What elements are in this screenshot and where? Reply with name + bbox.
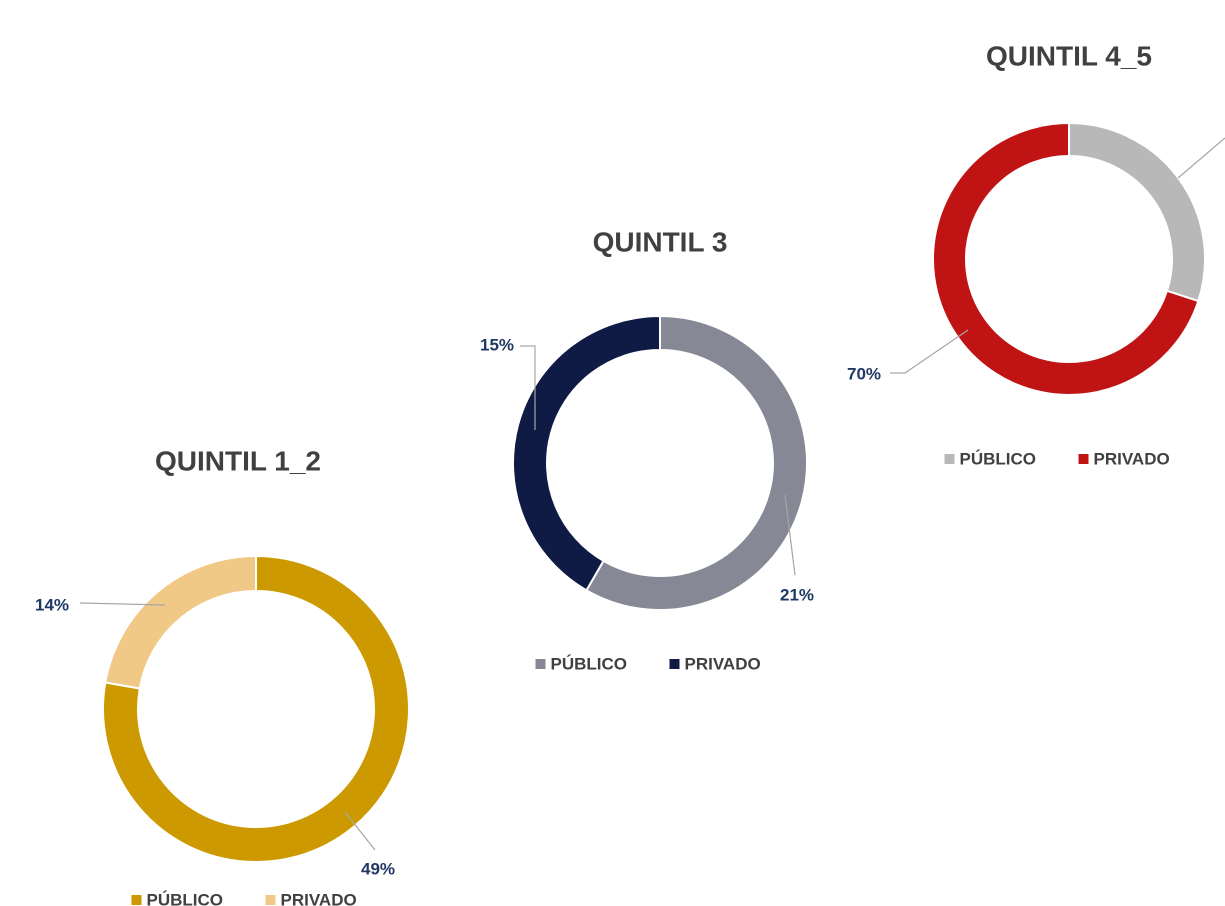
leader-line bbox=[890, 329, 969, 374]
data-label: 14% bbox=[35, 595, 69, 614]
legend-label: PRIVADO bbox=[685, 654, 761, 673]
legend-label: PÚBLICO bbox=[960, 449, 1037, 468]
data-label: 49% bbox=[361, 859, 395, 878]
legend-swatch bbox=[1078, 454, 1089, 464]
donut-slice bbox=[512, 314, 661, 592]
legend-swatch bbox=[669, 659, 680, 669]
donut-slice bbox=[932, 121, 1200, 396]
data-label: 15% bbox=[480, 335, 514, 354]
data-label: 21% bbox=[780, 585, 814, 604]
legend-swatch bbox=[944, 454, 955, 464]
legend-swatch bbox=[535, 659, 546, 669]
data-label: 70% bbox=[847, 364, 881, 383]
chart-title: QUINTIL 4_5 bbox=[986, 40, 1152, 71]
legend-label: PRIVADO bbox=[1094, 449, 1170, 468]
chart-title: QUINTIL 3 bbox=[593, 226, 728, 257]
legend-label: PRIVADO bbox=[281, 890, 357, 906]
leader-line bbox=[79, 602, 166, 606]
leader-line bbox=[784, 494, 796, 576]
legend-label: PÚBLICO bbox=[551, 654, 628, 673]
chart-title: QUINTIL 1_2 bbox=[155, 445, 321, 476]
donut-slice bbox=[585, 314, 808, 611]
donut-slice bbox=[104, 554, 257, 690]
leader-line bbox=[1177, 137, 1225, 179]
leader-line bbox=[520, 345, 536, 430]
leader-line bbox=[344, 811, 376, 851]
legend-swatch bbox=[265, 895, 276, 905]
legend-swatch bbox=[131, 895, 142, 905]
legend-label: PÚBLICO bbox=[147, 890, 224, 906]
donut-slice bbox=[1068, 121, 1206, 303]
donut-slice bbox=[102, 554, 410, 863]
